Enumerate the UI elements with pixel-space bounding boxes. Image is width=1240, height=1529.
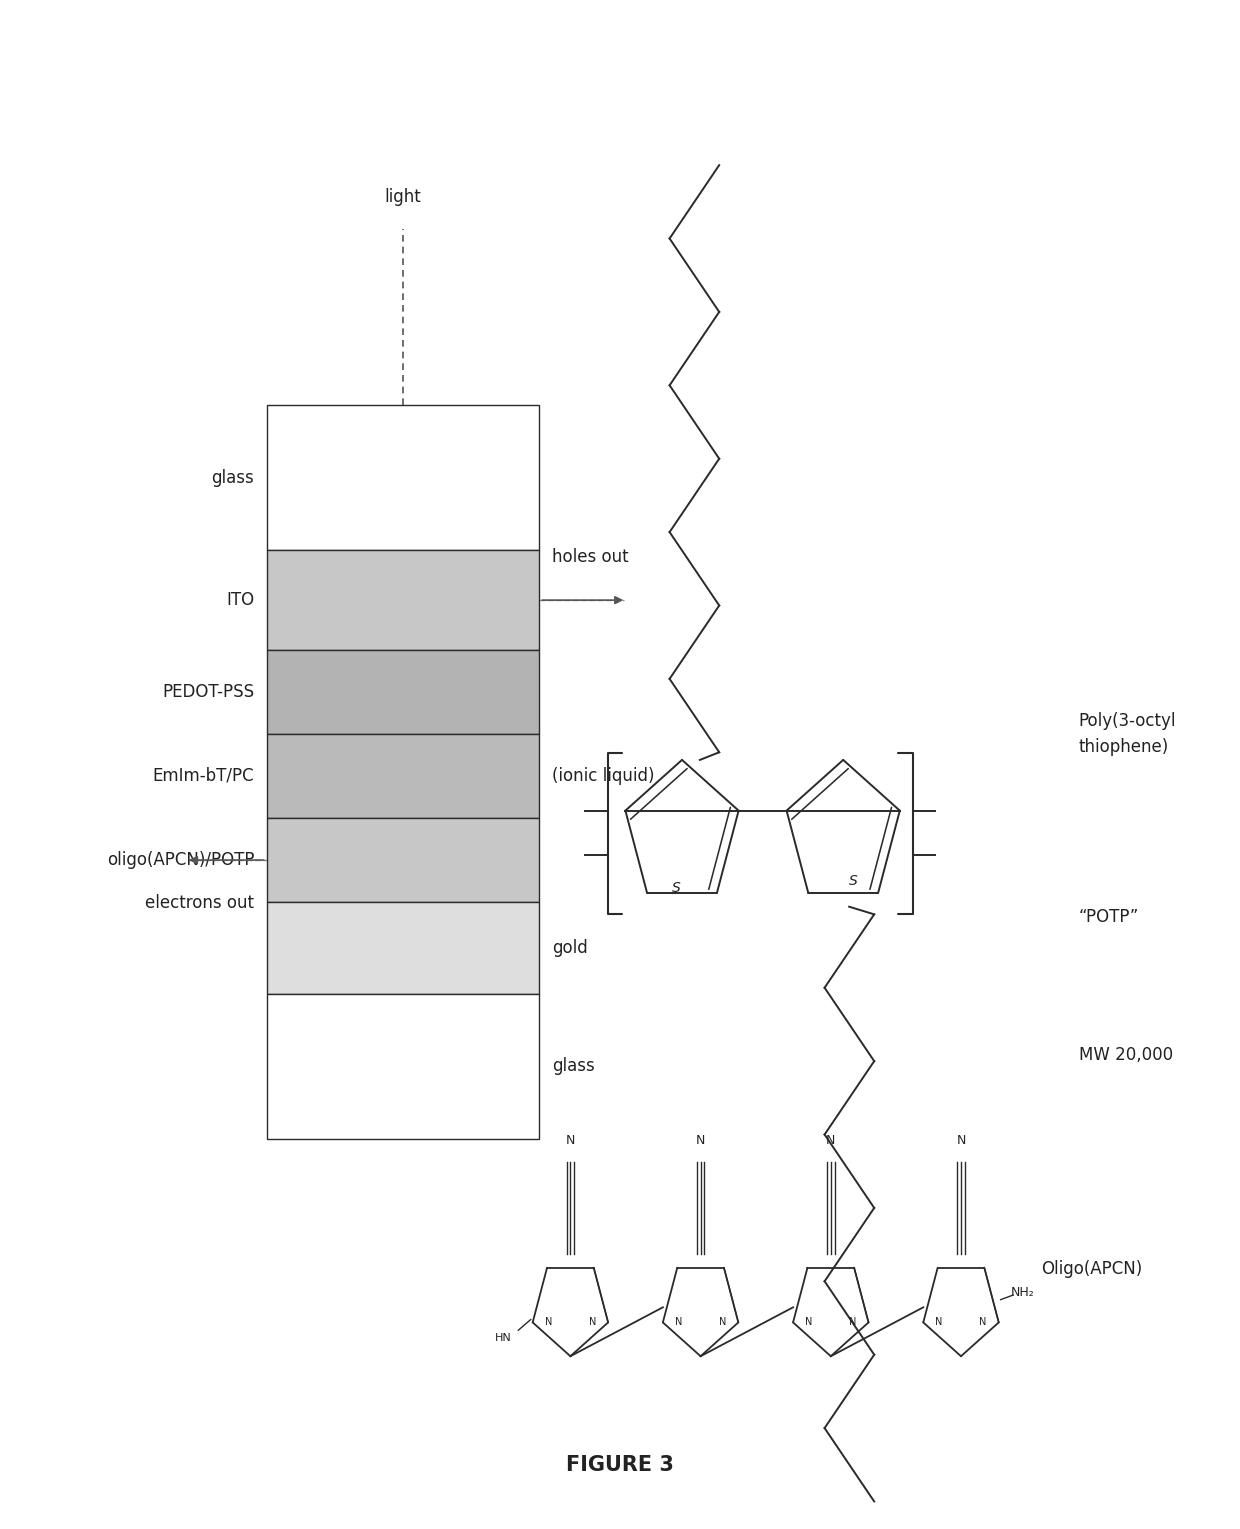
- Text: S: S: [671, 881, 681, 896]
- Bar: [267, 818, 539, 902]
- Text: (ionic liquid): (ionic liquid): [552, 768, 655, 784]
- Text: glass: glass: [552, 1058, 594, 1075]
- Bar: [267, 994, 539, 1139]
- Text: N: N: [696, 1133, 706, 1147]
- Text: PEDOT-PSS: PEDOT-PSS: [162, 683, 254, 700]
- Bar: [267, 550, 539, 650]
- Text: N: N: [805, 1316, 812, 1327]
- Text: NH₂: NH₂: [1011, 1286, 1034, 1298]
- Text: Poly(3-octyl
thiophene): Poly(3-octyl thiophene): [1079, 711, 1177, 757]
- Bar: [267, 650, 539, 734]
- Text: FIGURE 3: FIGURE 3: [567, 1454, 673, 1475]
- Bar: [267, 734, 539, 818]
- Text: gold: gold: [552, 939, 588, 957]
- Text: ITO: ITO: [226, 592, 254, 609]
- Text: MW 20,000: MW 20,000: [1079, 1046, 1173, 1064]
- Text: N: N: [675, 1316, 682, 1327]
- Text: “POTP”: “POTP”: [1079, 908, 1140, 927]
- Text: N: N: [935, 1316, 942, 1327]
- Text: light: light: [384, 188, 422, 206]
- Text: glass: glass: [212, 469, 254, 486]
- Text: Oligo(APCN): Oligo(APCN): [1042, 1260, 1143, 1278]
- Text: N: N: [565, 1133, 575, 1147]
- Text: electrons out: electrons out: [145, 893, 254, 911]
- Text: N: N: [980, 1316, 987, 1327]
- Text: N: N: [589, 1316, 596, 1327]
- Text: N: N: [956, 1133, 966, 1147]
- Text: EmIm-bT/PC: EmIm-bT/PC: [153, 768, 254, 784]
- Text: holes out: holes out: [552, 549, 629, 567]
- Text: N: N: [849, 1316, 857, 1327]
- Text: N: N: [544, 1316, 552, 1327]
- Text: oligo(APCN)/POTP: oligo(APCN)/POTP: [107, 852, 254, 868]
- Bar: [267, 902, 539, 994]
- Text: N: N: [719, 1316, 727, 1327]
- Text: HN: HN: [495, 1333, 512, 1342]
- Text: N: N: [826, 1133, 836, 1147]
- Bar: [267, 405, 539, 550]
- Text: S: S: [848, 875, 858, 888]
